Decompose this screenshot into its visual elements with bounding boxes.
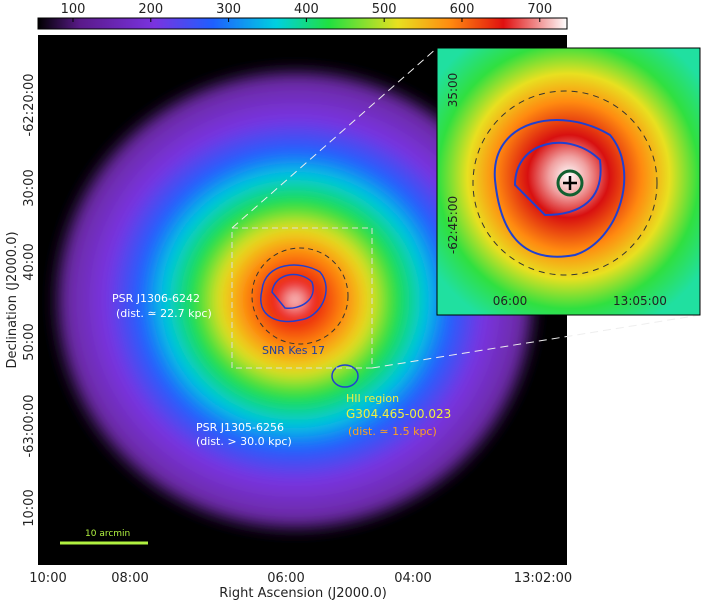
x-tick-label: 06:00: [267, 571, 304, 586]
zoom-line: [371, 314, 701, 369]
y-tick-label: 10:00: [22, 489, 37, 526]
x-axis-label: Right Ascension (J2000.0): [219, 586, 387, 601]
colorbar-tick-label: 400: [294, 2, 319, 17]
colorbar-tick-label: 200: [138, 2, 163, 17]
x-tick-label: 04:00: [394, 571, 431, 586]
y-tick-label: 40:00: [22, 243, 37, 280]
y-tick-label: 50:00: [22, 323, 37, 360]
cross: [563, 176, 577, 190]
inset-x-tick-label: 06:00: [493, 294, 528, 308]
colorbar-tick-label: 300: [216, 2, 241, 17]
y-tick-label: -63:00:00: [22, 394, 37, 457]
inset-contour: [493, 119, 626, 258]
y-axis-label: Declination (J2000.0): [5, 231, 20, 368]
inset: [436, 47, 701, 316]
annotation: SNR Kes 17: [262, 344, 325, 357]
inset-x-tick-label: 13:05:00: [613, 294, 667, 308]
annotation: PSR J1306-6242: [112, 292, 200, 305]
annotation: (dist. ≃ 22.7 kpc): [116, 307, 212, 320]
annotation: G304.465-00.023: [346, 407, 451, 421]
zoom-line: [231, 47, 438, 229]
annotation: HII region: [346, 392, 399, 405]
scale-label: 10 arcmin: [85, 529, 130, 539]
region-circle: [251, 247, 349, 345]
y-tick-label: 30:00: [22, 169, 37, 206]
inset-y-tick-label: -62:45:00: [446, 196, 460, 254]
inset-y-tick-label: 35:00: [446, 73, 460, 108]
colorbar-tick-label: 600: [450, 2, 475, 17]
colorbar: [37, 17, 568, 30]
inset-circle: [472, 90, 658, 276]
colorbar-tick-label: 100: [61, 2, 86, 17]
contour: [260, 264, 327, 323]
x-tick-label: 13:02:00: [514, 571, 572, 586]
annotation: PSR J1305-6256: [196, 421, 284, 434]
colorbar-tick-label: 700: [527, 2, 552, 17]
x-tick-label: 10:00: [29, 571, 66, 586]
hii-contour: [331, 364, 359, 388]
zoom-box: [231, 227, 373, 369]
emission: [45, 60, 545, 540]
pulsar-circle: [556, 169, 584, 197]
annotation: (dist. ≃ 1.5 kpc): [348, 425, 437, 438]
colorbar-tick-label: 500: [372, 2, 397, 17]
annotation: (dist. > 30.0 kpc): [196, 435, 292, 448]
y-tick-label: -62:20:00: [22, 73, 37, 136]
x-tick-label: 08:00: [111, 571, 148, 586]
